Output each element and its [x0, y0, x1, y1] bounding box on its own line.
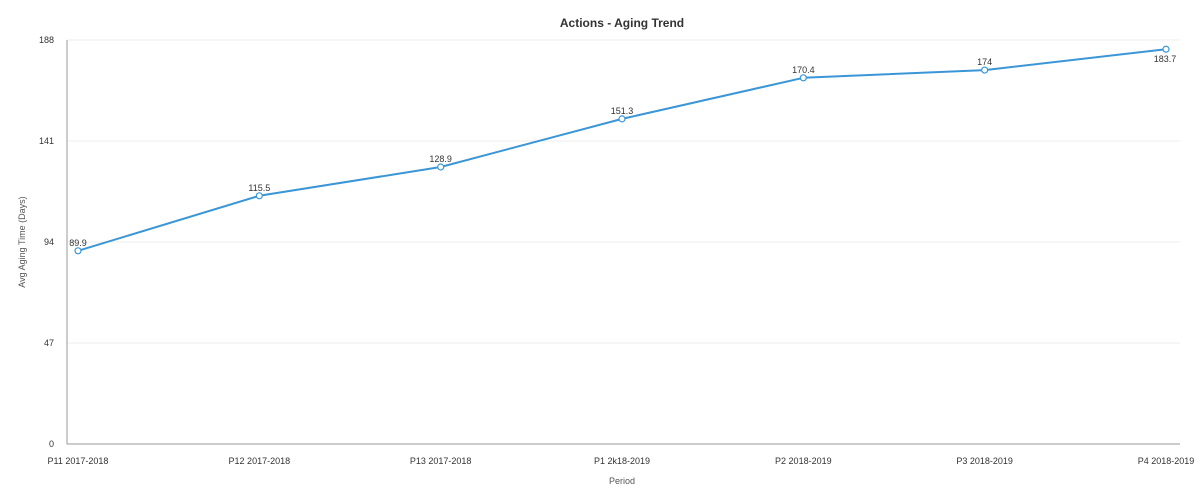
y-axis-label: Avg Aging Time (Days): [17, 196, 27, 287]
chart-title: Actions - Aging Trend: [560, 16, 684, 30]
data-point: [1162, 45, 1170, 53]
y-tick-label: 94: [44, 237, 54, 247]
x-tick-label: P13 2017-2018: [410, 456, 472, 466]
data-label: 174: [977, 57, 992, 67]
y-tick-label: 47: [44, 338, 54, 348]
data-labels: 89.9 115.5 128.9 151.3 170.4 174 183.7: [69, 54, 1176, 248]
y-tick-labels: 0 47 94 141 188: [39, 35, 54, 449]
x-axis-label: Period: [609, 476, 635, 486]
data-label: 170.4: [792, 65, 815, 75]
data-point: [74, 247, 82, 255]
data-point: [437, 163, 445, 171]
data-point: [255, 192, 263, 200]
x-tick-labels: P11 2017-2018 P12 2017-2018 P13 2017-2018 P…: [48, 456, 1195, 466]
data-label: 151.3: [611, 106, 634, 116]
x-tick-label: P2 2018-2019: [775, 456, 832, 466]
y-tick-label: 188: [39, 35, 54, 45]
data-label: 89.9: [69, 238, 87, 248]
data-point: [618, 115, 626, 123]
y-tick-label: 141: [39, 136, 54, 146]
data-label: 183.7: [1154, 54, 1177, 64]
data-label: 128.9: [429, 154, 452, 164]
x-tick-label: P3 2018-2019: [956, 456, 1013, 466]
data-point: [799, 74, 807, 82]
y-tick-label: 0: [49, 439, 54, 449]
x-tick-label: P4 2018-2019: [1138, 456, 1195, 466]
x-tick-label: P11 2017-2018: [48, 456, 109, 466]
data-point: [981, 66, 989, 74]
series-line: [77, 48, 1167, 252]
series: [74, 45, 1170, 255]
x-tick-label: P12 2017-2018: [229, 456, 291, 466]
x-tick-label: P1 2k18-2019: [594, 456, 650, 466]
grid-lines: [67, 39, 1180, 344]
axes: [66, 40, 1180, 445]
data-label: 115.5: [248, 183, 270, 193]
